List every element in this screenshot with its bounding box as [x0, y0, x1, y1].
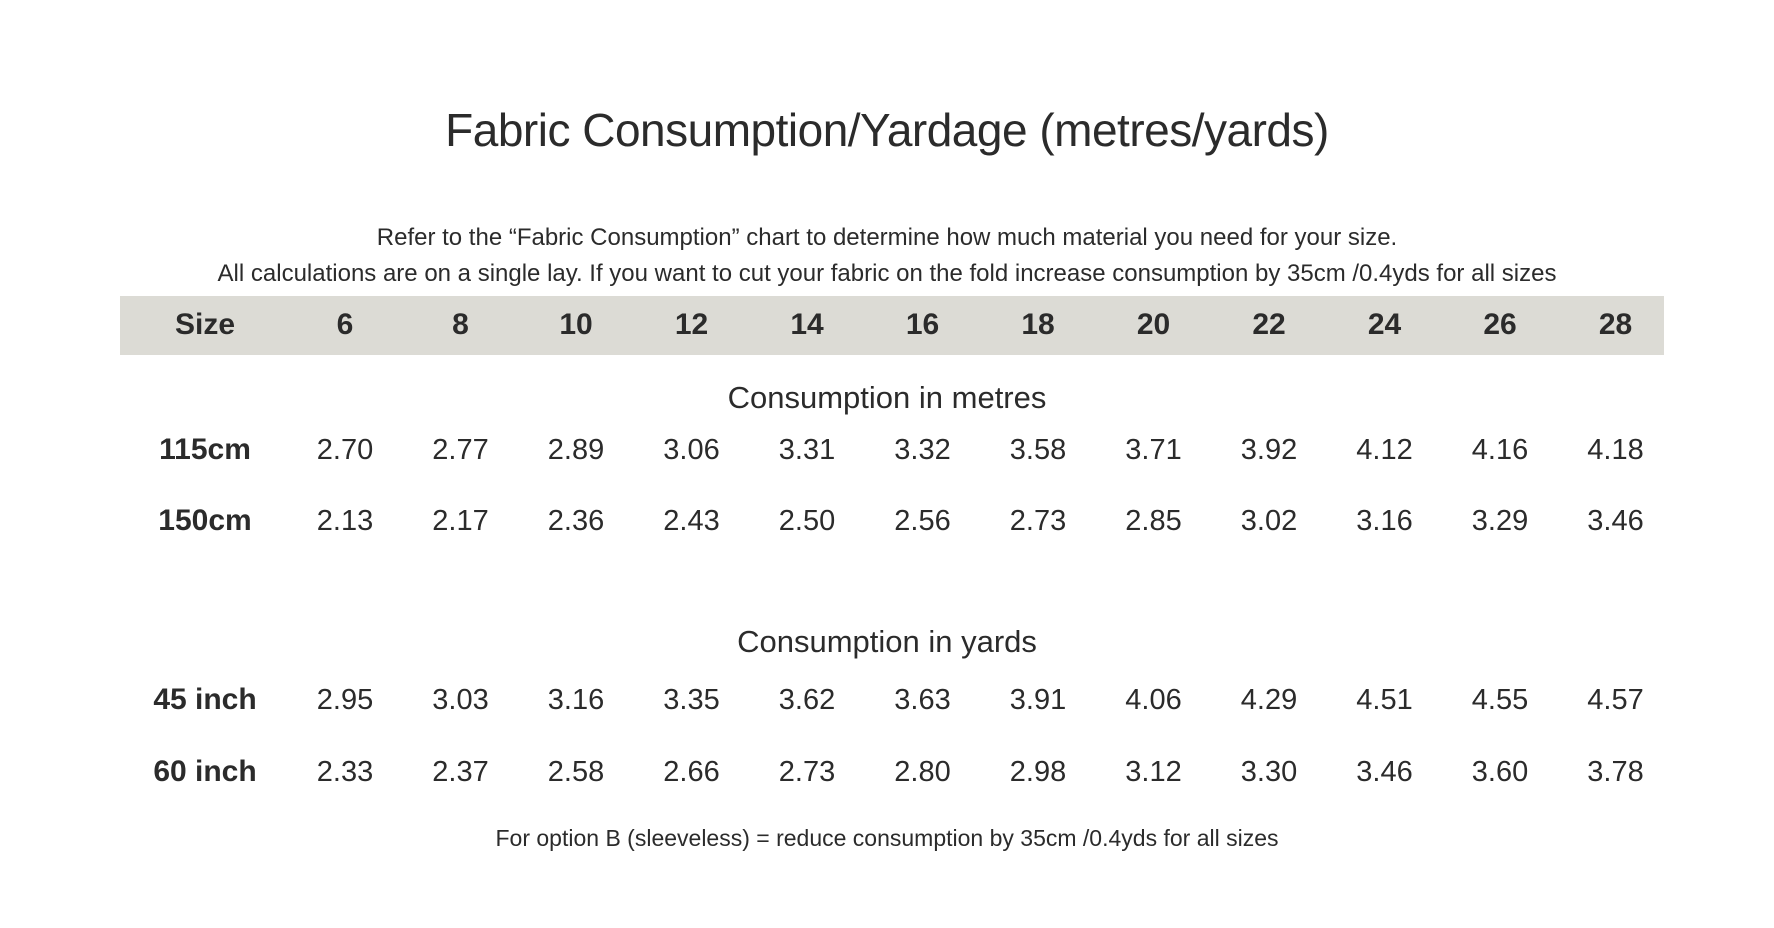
consumption-value: 3.29: [1471, 505, 1529, 537]
consumption-value: 3.62: [778, 684, 836, 716]
consumption-value: 2.80: [894, 756, 951, 788]
consumption-value: 2.98: [1009, 756, 1067, 788]
consumption-value: 4.18: [1587, 434, 1644, 466]
page-title: Fabric Consumption/Yardage (metres/yards…: [445, 104, 1329, 156]
consumption-value: 2.73: [778, 756, 836, 788]
size-column-header: 18: [1021, 308, 1055, 341]
consumption-value: 3.58: [1009, 434, 1067, 466]
consumption-value: 3.30: [1240, 756, 1298, 788]
section-title: Consumption in metres: [727, 380, 1047, 415]
intro-line-1: Refer to the “Fabric Consumption” chart …: [376, 224, 1398, 251]
size-column-header: 6: [336, 308, 354, 341]
fabric-width-label: 60 inch: [153, 755, 257, 788]
intro-text: Refer to the “Fabric Consumption” chart …: [0, 220, 1774, 292]
size-column-header: 16: [905, 308, 940, 341]
fabric-width-label: 45 inch: [153, 683, 257, 716]
consumption-value: 3.78: [1587, 756, 1644, 788]
consumption-value: 3.92: [1240, 434, 1298, 466]
consumption-value: 3.63: [894, 684, 951, 716]
consumption-value: 2.37: [432, 756, 489, 788]
size-column-header: 28: [1598, 308, 1633, 341]
size-header-label: Size: [174, 308, 236, 341]
consumption-value: 4.12: [1356, 434, 1413, 466]
consumption-value: 2.73: [1009, 505, 1067, 537]
consumption-value: 2.36: [547, 505, 605, 537]
consumption-value: 2.89: [547, 434, 605, 466]
consumption-value: 2.66: [663, 756, 720, 788]
consumption-value: 3.02: [1240, 505, 1298, 537]
size-column-header: 14: [790, 308, 824, 341]
consumption-value: 3.06: [663, 434, 720, 466]
consumption-value: 2.50: [778, 505, 836, 537]
consumption-value: 3.32: [894, 434, 951, 466]
consumption-value: 3.91: [1009, 684, 1067, 716]
intro-line-2: All calculations are on a single lay. If…: [217, 260, 1557, 287]
consumption-value: 2.43: [663, 505, 720, 537]
consumption-value: 2.77: [432, 434, 489, 466]
consumption-value: 2.56: [894, 505, 951, 537]
consumption-value: 3.16: [547, 684, 605, 716]
size-column-header: 24: [1367, 308, 1402, 341]
consumption-value: 2.17: [432, 505, 489, 537]
consumption-value: 4.51: [1356, 684, 1413, 716]
size-column-header: 26: [1483, 308, 1517, 341]
consumption-value: 3.60: [1471, 756, 1529, 788]
size-column-header: 12: [674, 308, 709, 341]
consumption-value: 4.29: [1240, 684, 1298, 716]
consumption-value: 2.95: [316, 684, 374, 716]
consumption-value: 3.16: [1356, 505, 1413, 537]
size-column-header: 10: [559, 308, 593, 341]
consumption-value: 3.03: [432, 684, 489, 716]
footnote: For option B (sleeveless) = reduce consu…: [495, 825, 1279, 851]
consumption-value: 4.06: [1125, 684, 1182, 716]
consumption-value: 3.46: [1587, 505, 1644, 537]
size-column-header: 20: [1136, 308, 1171, 341]
section-title: Consumption in yards: [737, 624, 1037, 659]
consumption-value: 2.85: [1125, 505, 1182, 537]
consumption-value: 3.46: [1356, 756, 1413, 788]
consumption-value: 3.71: [1125, 434, 1182, 466]
consumption-value: 2.70: [316, 434, 374, 466]
consumption-value: 2.13: [316, 505, 374, 537]
consumption-value: 2.58: [547, 756, 605, 788]
consumption-value: 3.35: [663, 684, 720, 716]
consumption-value: 4.57: [1587, 684, 1644, 716]
size-header-bar: [120, 296, 1664, 355]
consumption-value: 4.55: [1471, 684, 1529, 716]
fabric-width-label: 115cm: [159, 433, 251, 466]
size-column-header: 22: [1252, 308, 1286, 341]
consumption-value: 2.33: [316, 756, 374, 788]
fabric-width-label: 150cm: [158, 504, 252, 537]
consumption-value: 3.31: [778, 434, 836, 466]
size-column-header: 8: [452, 308, 469, 341]
consumption-value: 3.12: [1125, 756, 1182, 788]
consumption-value: 4.16: [1471, 434, 1529, 466]
